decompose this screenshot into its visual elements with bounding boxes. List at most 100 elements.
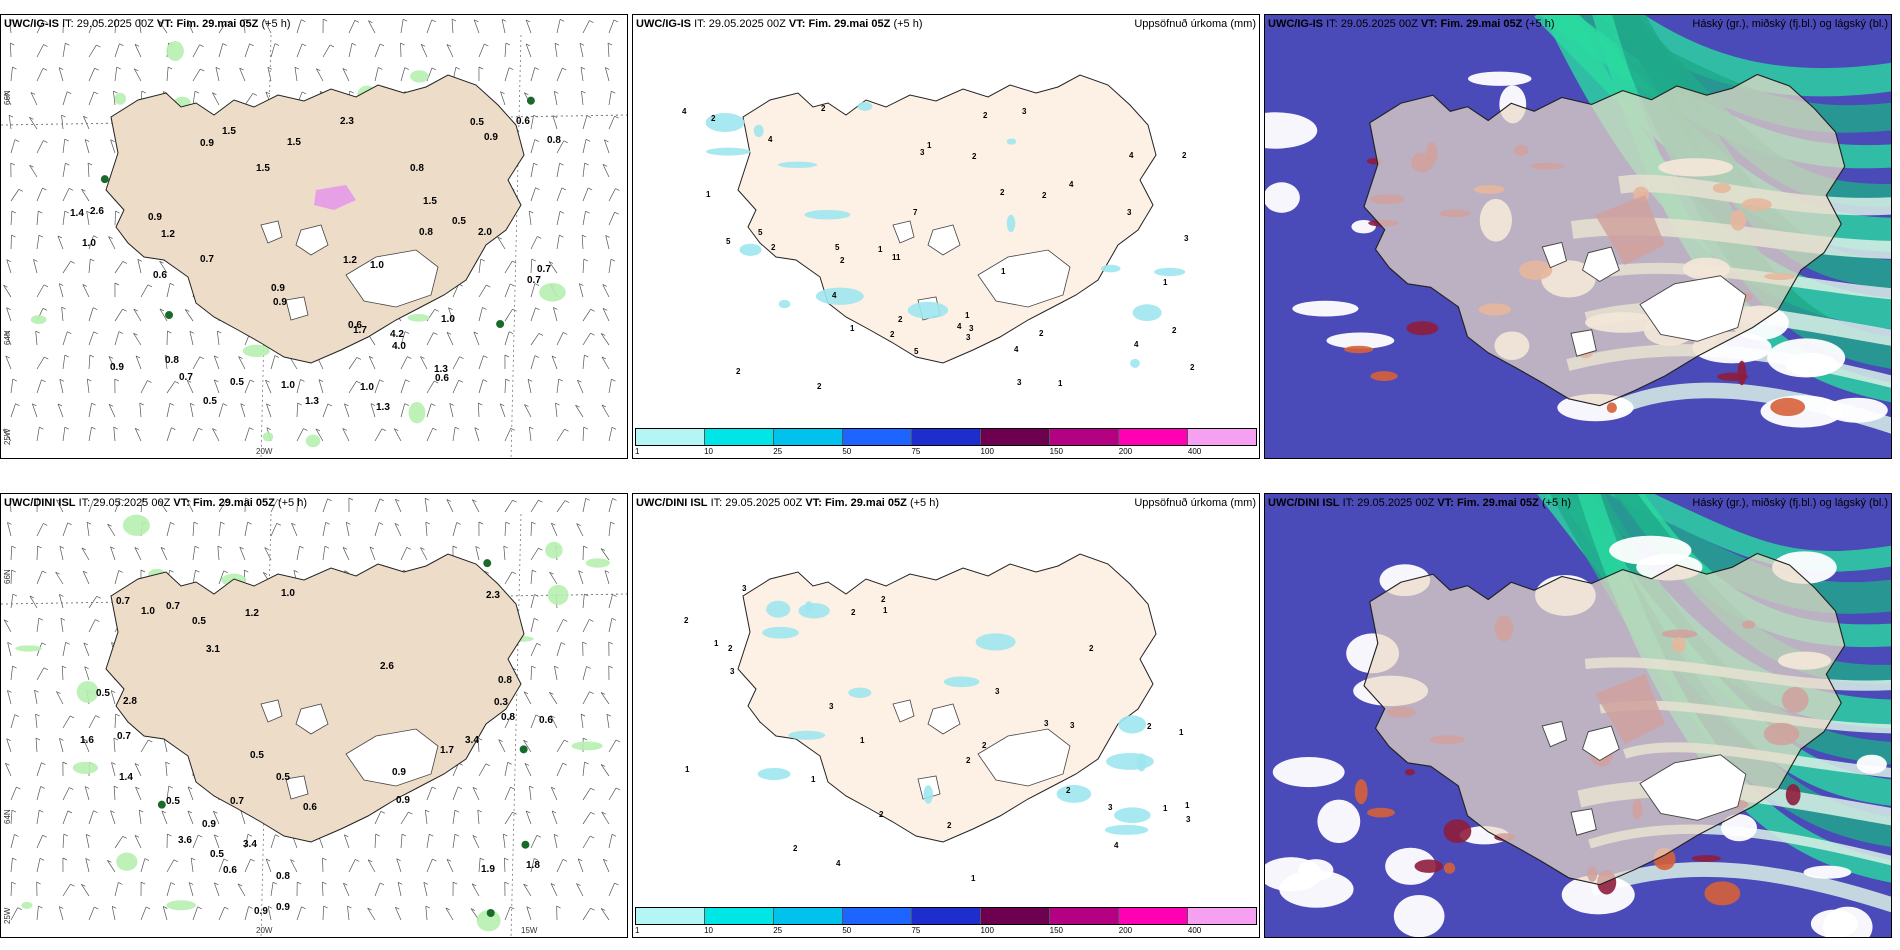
colorbar-tick-label: 75 <box>911 926 921 935</box>
gust-value: 4.2 <box>390 329 404 340</box>
gust-value: 2.0 <box>478 227 492 238</box>
precip-value: 3 <box>742 584 747 593</box>
precip-value: 1 <box>927 141 932 150</box>
precip-value: 2 <box>728 644 733 653</box>
precip-value: 3 <box>1108 803 1113 812</box>
gust-value: 0.5 <box>276 772 290 783</box>
colorbar-segment <box>1188 908 1256 924</box>
gust-value: 1.3 <box>376 402 390 413</box>
latitude-label: 66N <box>3 90 12 105</box>
gust-value: 1.0 <box>441 314 455 325</box>
gust-value: 1.8 <box>526 860 540 871</box>
colorbar-tick-label: 75 <box>911 447 921 456</box>
precip-value: 3 <box>730 667 735 676</box>
colorbar-tick-label: 50 <box>842 447 852 456</box>
gust-value: 1.5 <box>287 137 301 148</box>
colorbar-segment <box>912 429 981 445</box>
colorbar-tick-label: 25 <box>773 447 783 456</box>
colorbar-segment <box>981 908 1050 924</box>
gust-value: 1.0 <box>281 380 295 391</box>
latitude-label: 66N <box>3 569 12 584</box>
precip-value: 2 <box>1000 188 1005 197</box>
precip-value: 5 <box>758 228 763 237</box>
precip-value: 1 <box>1001 267 1006 276</box>
gust-value: 0.6 <box>516 116 530 127</box>
precip-value: 4 <box>1014 345 1019 354</box>
colorbar-tick-label: 400 <box>1187 926 1202 935</box>
precip-value: 2 <box>851 608 856 617</box>
precip-value: 2 <box>982 741 987 750</box>
gust-value: 0.8 <box>276 871 290 882</box>
gust-value: 3.4 <box>465 735 479 746</box>
gust-value: 1.0 <box>360 382 374 393</box>
precip-value: 3 <box>1044 719 1049 728</box>
gust-value: 0.7 <box>527 275 541 286</box>
gust-value: 0.9 <box>110 362 124 373</box>
colorbar-labels: 1 10 25 50 75 100 150 200 400 <box>635 447 1257 457</box>
precip-value: 5 <box>726 237 731 246</box>
gust-value: 0.8 <box>410 163 424 174</box>
gust-value: 0.5 <box>166 796 180 807</box>
latitude-label: 25W <box>3 907 12 924</box>
precip-value: 2 <box>1147 722 1152 731</box>
precip-value: 2 <box>736 367 741 376</box>
gust-value: 0.3 <box>494 697 508 708</box>
cloud-map <box>1265 15 1891 458</box>
gust-value: 0.8 <box>165 355 179 366</box>
precip-value: 4 <box>768 135 773 144</box>
gust-value: 0.6 <box>303 802 317 813</box>
precip-value: 2 <box>1066 786 1071 795</box>
colorbar-tick-label: 1 <box>635 447 640 456</box>
gust-value: 1.4 <box>70 208 84 219</box>
gust-value: 0.6 <box>348 320 362 331</box>
gust-value: 1.5 <box>222 126 236 137</box>
gust-value: 1.6 <box>80 735 94 746</box>
precip-value: 2 <box>771 243 776 252</box>
precip-value: 5 <box>914 347 919 356</box>
panel-top-precip: UWC/IG-IS IT: 29.05.2025 00Z VT: Fim. 29… <box>632 14 1260 459</box>
gust-value: 0.8 <box>501 712 515 723</box>
gust-value: 1.5 <box>423 196 437 207</box>
longitude-label: 20W <box>256 447 273 456</box>
colorbar-tick-label: 400 <box>1187 447 1202 456</box>
gust-value: 1.5 <box>256 163 270 174</box>
precip-value: 3 <box>966 333 971 342</box>
precip-value: 4 <box>682 107 687 116</box>
colorbar-segment <box>774 429 843 445</box>
precip-value: 5 <box>835 243 840 252</box>
longitude-label: 20W <box>256 926 273 935</box>
gust-value: 0.7 <box>230 796 244 807</box>
colorbar-tick-label: 150 <box>1049 926 1064 935</box>
gust-value: 0.6 <box>539 715 553 726</box>
gust-value: 0.8 <box>498 675 512 686</box>
precip-value: 1 <box>1185 801 1190 810</box>
gust-value: 1.7 <box>353 325 367 336</box>
gust-value: 0.9 <box>273 297 287 308</box>
precip-value: 2 <box>879 810 884 819</box>
colorbar-tick-label: 50 <box>842 926 852 935</box>
gust-value: 1.9 <box>481 864 495 875</box>
precip-value: 1 <box>1163 278 1168 287</box>
precip-value: 2 <box>1182 151 1187 160</box>
wind-map <box>1 497 627 937</box>
gust-value: 2.6 <box>90 206 104 217</box>
gust-value: 0.9 <box>484 132 498 143</box>
gust-value: 1.3 <box>434 364 448 375</box>
gust-value: 3.4 <box>243 839 257 850</box>
precip-map <box>705 74 1186 368</box>
precip-value: 2 <box>684 616 689 625</box>
precip-value: 11 <box>892 253 901 262</box>
gust-value: 0.8 <box>547 135 561 146</box>
gust-value: 0.5 <box>470 117 484 128</box>
precip-value: 1 <box>1179 728 1184 737</box>
gust-value: 0.9 <box>200 138 214 149</box>
gust-value: 1.0 <box>82 238 96 249</box>
precip-value: 2 <box>1172 326 1177 335</box>
gust-value: 0.7 <box>116 596 130 607</box>
gust-value: 2.6 <box>380 661 394 672</box>
gust-value: 0.7 <box>117 731 131 742</box>
precip-value: 1 <box>1058 379 1063 388</box>
precip-value: 2 <box>1042 191 1047 200</box>
gust-value: 0.6 <box>153 270 167 281</box>
colorbar-segment <box>636 429 705 445</box>
